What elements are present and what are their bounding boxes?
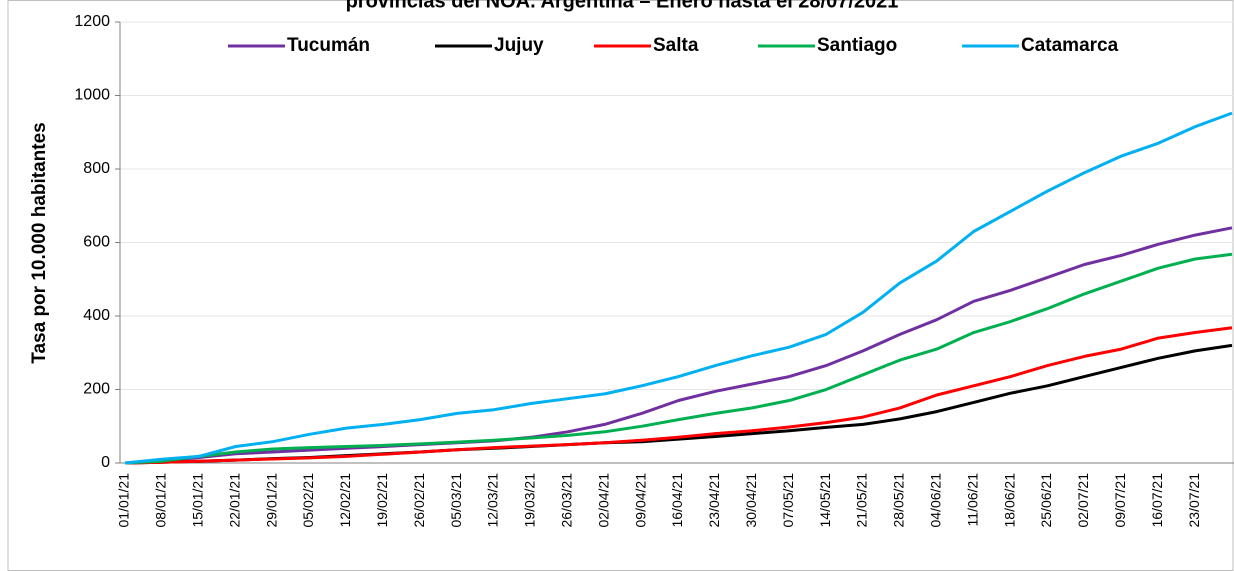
legend-label: Tucumán bbox=[287, 35, 370, 56]
x-tick-label: 15/01/21 bbox=[190, 473, 206, 528]
x-tick-label: 04/06/21 bbox=[928, 473, 944, 528]
x-tick-label: 14/05/21 bbox=[817, 473, 833, 528]
x-tick-label: 26/03/21 bbox=[559, 473, 575, 528]
series-line bbox=[124, 226, 1233, 465]
x-tick-label: 12/03/21 bbox=[485, 473, 501, 528]
x-tick-label: 09/04/21 bbox=[632, 473, 648, 528]
x-tick-label: 19/03/21 bbox=[522, 473, 538, 528]
x-tick-label: 21/05/21 bbox=[854, 473, 870, 528]
x-tick-label: 16/04/21 bbox=[669, 473, 685, 528]
y-tick-label: 800 bbox=[83, 160, 110, 177]
series-line bbox=[124, 252, 1233, 465]
x-tick-label: 09/07/21 bbox=[1112, 473, 1128, 528]
x-tick-label: 07/05/21 bbox=[780, 473, 796, 528]
x-tick-label: 29/01/21 bbox=[263, 473, 279, 528]
x-tick-label: 08/01/21 bbox=[153, 473, 169, 528]
y-tick-label: 0 bbox=[101, 454, 110, 471]
x-tick-label: 11/06/21 bbox=[964, 473, 980, 527]
y-tick-label: 400 bbox=[83, 307, 110, 324]
x-tick-label: 01/01/21 bbox=[116, 473, 132, 528]
x-tick-label: 25/06/21 bbox=[1038, 473, 1054, 528]
x-tick-label: 30/04/21 bbox=[743, 473, 759, 528]
x-tick-label: 16/07/21 bbox=[1149, 473, 1165, 528]
y-tick-label: 1000 bbox=[74, 87, 110, 104]
y-axis-label: Tasa por 10.000 habitantes bbox=[29, 122, 50, 363]
x-tick-label: 26/02/21 bbox=[411, 473, 427, 528]
series-line bbox=[124, 326, 1233, 465]
x-tick-label: 22/01/21 bbox=[226, 473, 242, 528]
chart-title: provincias del NOA. Argentina – Enero ha… bbox=[346, 0, 899, 12]
legend-label: Jujuy bbox=[494, 35, 544, 56]
x-tick-label: 02/07/21 bbox=[1075, 473, 1091, 528]
x-tick-label: 18/06/21 bbox=[1001, 473, 1017, 528]
legend-label: Salta bbox=[653, 35, 699, 56]
series-line bbox=[124, 111, 1233, 465]
y-tick-label: 600 bbox=[83, 234, 110, 251]
legend-label: Catamarca bbox=[1021, 35, 1119, 56]
x-tick-label: 12/02/21 bbox=[337, 473, 353, 528]
series-line bbox=[124, 343, 1233, 465]
y-tick-label: 200 bbox=[83, 381, 110, 398]
x-tick-label: 05/02/21 bbox=[300, 473, 316, 528]
x-tick-label: 02/04/21 bbox=[595, 473, 611, 528]
x-tick-label: 23/07/21 bbox=[1186, 473, 1202, 528]
x-tick-label: 23/04/21 bbox=[706, 473, 722, 528]
legend-label: Santiago bbox=[817, 35, 897, 56]
x-tick-label: 28/05/21 bbox=[891, 473, 907, 528]
y-tick-label: 1200 bbox=[74, 13, 110, 30]
x-tick-label: 19/02/21 bbox=[374, 473, 390, 528]
x-tick-label: 05/03/21 bbox=[448, 473, 464, 528]
